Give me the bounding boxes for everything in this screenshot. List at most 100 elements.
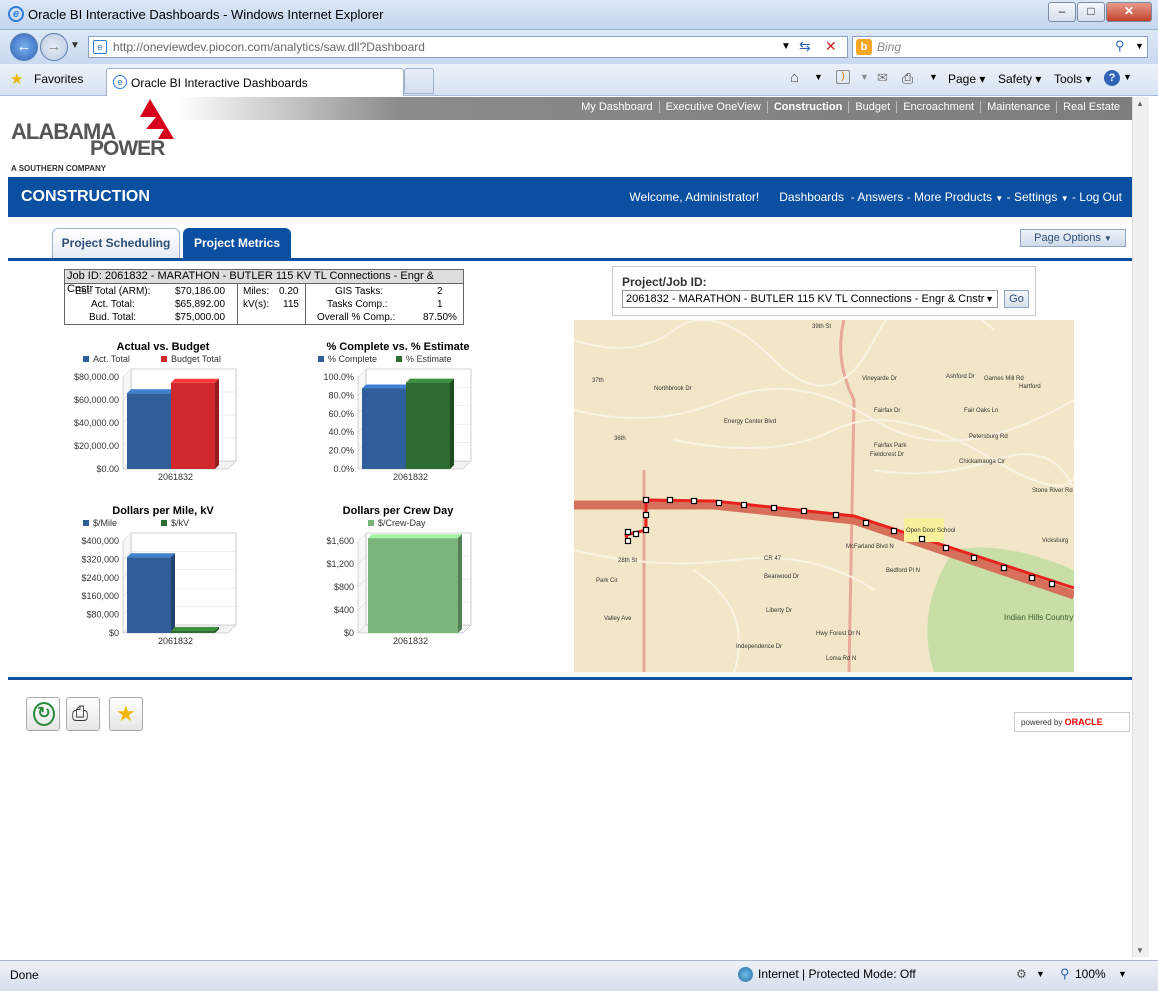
pole-marker (918, 535, 926, 543)
maximize-button[interactable]: □ (1077, 2, 1105, 22)
globe-icon (738, 967, 753, 982)
project-select[interactable]: 2061832 - MARATHON - BUTLER 115 KV TL Co… (622, 290, 998, 308)
bar-side (215, 627, 219, 633)
refresh-button[interactable]: ↻ (26, 697, 60, 731)
kv-value: 115 (283, 299, 299, 310)
search-box[interactable]: b Bing ⚲ ▼ (852, 36, 1148, 58)
answers-link[interactable]: - Answers (850, 190, 904, 204)
map-label: Fairfax Dr (874, 408, 900, 414)
gridline (357, 624, 367, 634)
vertical-scrollbar[interactable]: ▲ ▼ (1132, 97, 1149, 957)
nav-construction[interactable]: Construction (766, 101, 849, 113)
project-select-value[interactable]: 2061832 - MARATHON - BUTLER 115 KV TL Co… (626, 293, 985, 305)
miles-value: 0.20 (279, 286, 299, 297)
map-label: Indian Hills Country Club (1004, 613, 1074, 622)
legend-swatch (83, 356, 89, 362)
bar (127, 393, 171, 469)
more-products-link[interactable]: - More Products (906, 190, 993, 204)
settings-link[interactable]: - Settings (1006, 190, 1058, 204)
job-summary-table: Job ID: 2061832 - MARATHON - BUTLER 115 … (64, 269, 464, 325)
stop-icon[interactable]: ✕ (825, 38, 837, 54)
help-dropdown-icon[interactable]: ▼ (1123, 72, 1132, 82)
mail-icon[interactable]: ✉ (877, 70, 888, 85)
legend-swatch (83, 520, 89, 526)
address-dropdown-icon[interactable]: ▼ (781, 41, 791, 52)
protected-dropdown-icon[interactable]: ▼ (1036, 969, 1045, 979)
map-label: Fieldcrest Dr (870, 452, 904, 458)
street-2 (574, 387, 1074, 442)
home-dropdown-icon[interactable]: ▼ (814, 72, 823, 82)
protected-mode-icon[interactable]: ⚙ (1016, 967, 1027, 981)
bar-side (171, 553, 175, 633)
y-tick-label: $60,000.00 (74, 395, 119, 405)
print-dropdown-icon[interactable]: ▼ (929, 72, 938, 82)
legend-label: % Complete (328, 354, 377, 364)
home-icon[interactable]: ⌂ (790, 69, 800, 86)
scroll-down-icon[interactable]: ▼ (1136, 946, 1144, 955)
add-favorite-button[interactable]: ★ (109, 697, 143, 731)
address-url[interactable]: http://oneviewdev.piocon.com/analytics/s… (113, 40, 425, 54)
search-icon[interactable]: ⚲ (1115, 38, 1125, 53)
dashboard-title: CONSTRUCTION (21, 188, 150, 205)
zoom-icon[interactable]: ⚲ (1060, 966, 1070, 981)
x-category-label: 2061832 (158, 472, 193, 482)
page-menu[interactable]: Page ▾ (948, 72, 986, 86)
back-button[interactable]: ← (10, 33, 38, 61)
nav-encroachment[interactable]: Encroachment (896, 101, 981, 113)
scroll-up-icon[interactable]: ▲ (1136, 99, 1144, 108)
favorites-button[interactable]: Favorites (34, 72, 84, 86)
close-button[interactable]: ✕ (1106, 2, 1152, 22)
chart-actual-vs-budget: Actual vs. Budget Act. Total Budget Total $… (48, 341, 278, 491)
legend-label: $/Crew-Day (378, 518, 426, 528)
map-canvas[interactable]: 39th St Vineyarde Dr Ashford Dr Garnes Mill… (574, 320, 1074, 672)
nav-maintenance[interactable]: Maintenance (980, 101, 1057, 113)
print-page-button[interactable]: ⎙ (66, 697, 100, 731)
zoom-level[interactable]: 100% (1075, 967, 1106, 981)
window-title: Oracle BI Interactive Dashboards - Windo… (28, 7, 384, 22)
nav-budget[interactable]: Budget (848, 101, 897, 113)
status-text: Done (10, 968, 39, 982)
dashboards-link[interactable]: Dashboards (779, 190, 844, 204)
nav-my-dashboard[interactable]: My Dashboard (581, 101, 653, 113)
nav-real-estate[interactable]: Real Estate (1056, 101, 1126, 113)
powered-by-text: powered by (1021, 718, 1063, 727)
feeds-icon[interactable]: ) (836, 70, 850, 84)
nav-executive-oneview[interactable]: Executive OneView (658, 101, 767, 113)
history-dropdown-icon[interactable]: ▼ (70, 40, 80, 51)
search-placeholder[interactable]: Bing (877, 40, 902, 54)
new-tab-button[interactable] (404, 68, 434, 94)
chart-title: Actual vs. Budget (116, 341, 210, 353)
feeds-dropdown-icon[interactable]: ▼ (860, 72, 869, 82)
security-zone[interactable]: Internet | Protected Mode: Off (758, 967, 916, 981)
browser-tab[interactable]: e Oracle BI Interactive Dashboards (106, 68, 404, 96)
address-bar[interactable]: e http://oneviewdev.piocon.com/analytics… (88, 36, 848, 58)
gis-tasks-value: 2 (437, 286, 443, 297)
y-tick-label: 0.0% (333, 464, 354, 474)
print-icon[interactable]: ⎙ (902, 70, 914, 86)
help-icon[interactable]: ? (1104, 70, 1120, 86)
bar-side (450, 378, 454, 469)
go-button[interactable]: Go (1004, 290, 1029, 308)
pole-marker (832, 511, 840, 519)
bar-side (215, 378, 219, 469)
logo-line3: A SOUTHERN COMPANY (11, 164, 107, 173)
project-dropdown-icon[interactable]: ▼ (985, 294, 994, 304)
logout-link[interactable]: - Log Out (1071, 190, 1122, 204)
chart-svg: Act. Total Budget Total $80,000.00 $60,000.… (74, 354, 237, 482)
bar (368, 538, 458, 633)
minimize-button[interactable]: – (1048, 2, 1076, 22)
safety-menu[interactable]: Safety ▾ (998, 72, 1042, 86)
tab-project-scheduling[interactable]: Project Scheduling (52, 228, 180, 258)
powered-by-oracle: powered by ORACLE (1014, 712, 1130, 732)
page-options-button[interactable]: Page Options ▼ (1020, 229, 1126, 247)
compat-view-icon[interactable]: ⇆ (799, 38, 811, 54)
project-map[interactable]: 39th St Vineyarde Dr Ashford Dr Garnes Mill… (574, 320, 1074, 672)
legend-label: $/Mile (93, 518, 117, 528)
tab-project-metrics[interactable]: Project Metrics (183, 228, 291, 258)
tools-menu[interactable]: Tools ▾ (1054, 72, 1092, 86)
forward-button[interactable]: → (40, 33, 68, 61)
miles-label: Miles: (243, 286, 270, 297)
search-dropdown-icon[interactable]: ▼ (1135, 41, 1144, 51)
zoom-dropdown-icon[interactable]: ▼ (1118, 969, 1127, 979)
map-label: Stone River Rd (1032, 488, 1073, 494)
